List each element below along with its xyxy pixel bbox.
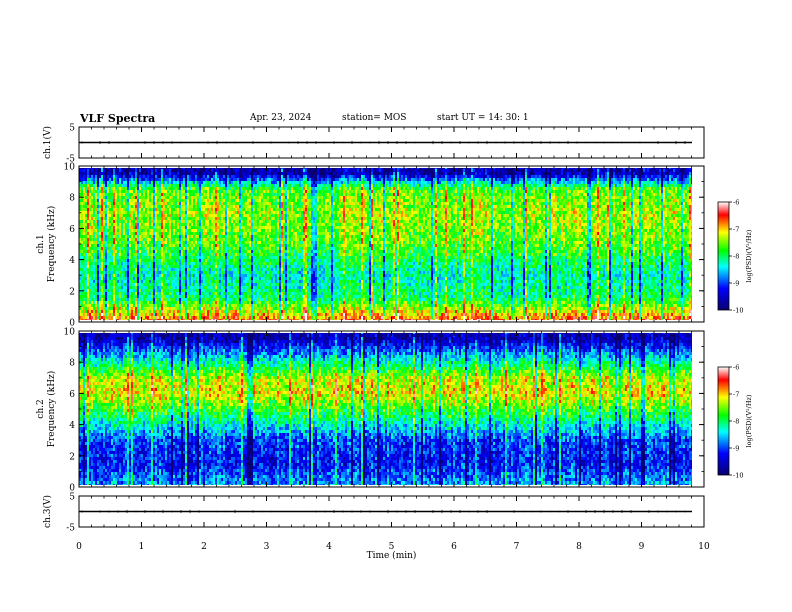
- y-tick-label: 6: [69, 225, 75, 235]
- y-tick-label: 4: [69, 256, 75, 266]
- colorbar-tick-label: -6: [733, 364, 739, 372]
- y-tick-label: -5: [66, 155, 75, 165]
- y-axis-label: ch.1(V): [42, 126, 53, 159]
- y-tick-label: 2: [69, 287, 75, 297]
- ch1-spectrogram-image: [79, 168, 692, 320]
- y-tick-label: 6: [69, 390, 75, 400]
- x-tick-label: 0: [76, 542, 82, 552]
- x-tick-label: 7: [514, 542, 520, 552]
- x-tick-label: 4: [326, 542, 332, 552]
- y-tick-label: 8: [69, 359, 75, 369]
- colorbar-tick-label: -9: [733, 280, 739, 288]
- figure-title: VLF Spectra: [80, 112, 155, 125]
- colorbar-tick-label: -8: [733, 253, 739, 261]
- colorbar-tick-label: -8: [733, 418, 739, 426]
- colorbar-label: log(PSD)(V²/Hz): [745, 394, 753, 447]
- colorbar: [717, 366, 730, 476]
- header-date: Apr. 23, 2024: [250, 113, 311, 123]
- x-axis-label: Time (min): [367, 550, 417, 561]
- y-tick-label: 5: [69, 124, 75, 134]
- colorbar-label: log(PSD)(V²/Hz): [745, 229, 753, 282]
- colorbar-tick-label: -7: [733, 226, 739, 234]
- y-axis-label: ch.3(V): [42, 495, 53, 528]
- y-tick-label: 10: [64, 163, 76, 173]
- y-tick-label: 5: [69, 493, 75, 503]
- y-axis-label: Frequency (kHz): [46, 371, 57, 448]
- y-tick-label: 10: [64, 328, 76, 338]
- y-tick-label: 8: [69, 194, 75, 204]
- colorbar: [717, 201, 730, 311]
- colorbar-tick-label: -6: [733, 199, 739, 207]
- ch2-spectrogram-image: [79, 333, 692, 485]
- x-tick-label: 8: [576, 542, 582, 552]
- colorbar-tick-label: -10: [733, 472, 743, 480]
- colorbar-tick-label: -7: [733, 391, 739, 399]
- colorbar-tick-label: -9: [733, 445, 739, 453]
- y-axis-label: Frequency (kHz): [46, 206, 57, 283]
- y-tick-label: 0: [69, 319, 75, 329]
- y-tick-label: -5: [66, 524, 75, 534]
- x-tick-label: 2: [201, 542, 207, 552]
- y-axis-label: ch.2: [36, 399, 46, 418]
- x-tick-label: 10: [698, 542, 710, 552]
- x-tick-label: 6: [451, 542, 457, 552]
- y-tick-label: 0: [69, 484, 75, 494]
- x-tick-label: 3: [264, 542, 270, 552]
- colorbar-tick-label: -10: [733, 307, 743, 315]
- y-tick-label: 4: [69, 421, 75, 431]
- x-tick-label: 1: [139, 542, 145, 552]
- header-station: station= MOS: [342, 113, 406, 123]
- x-tick-label: 9: [639, 542, 645, 552]
- y-axis-label: ch.1: [36, 234, 46, 253]
- y-tick-label: 2: [69, 452, 75, 462]
- x-tick-label: 5: [389, 542, 395, 552]
- header-start-time: start UT = 14: 30: 1: [437, 113, 529, 123]
